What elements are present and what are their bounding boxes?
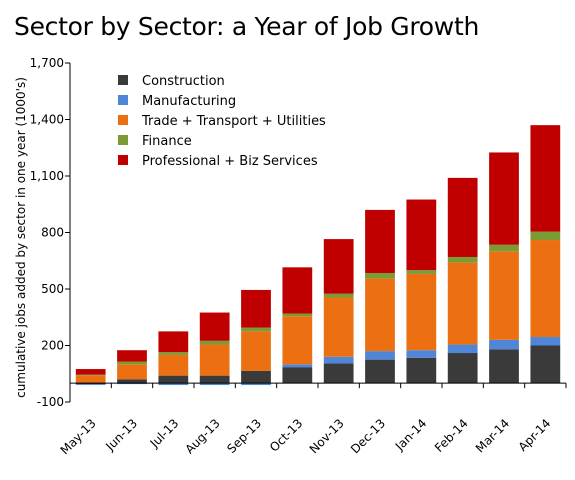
bar-segment — [241, 383, 271, 386]
bar-segment — [489, 244, 519, 252]
bar-segment — [489, 349, 519, 384]
bar-segment — [241, 331, 271, 371]
x-tick-label: Jul-13 — [147, 416, 182, 451]
bar-segment — [323, 297, 354, 357]
bar-segment — [241, 370, 271, 384]
bar-segment — [117, 361, 147, 365]
y-tick-label: 1,700 — [30, 56, 64, 70]
x-tick-label: Sep-13 — [224, 416, 264, 456]
x-tick-label: Apr-14 — [516, 416, 554, 454]
bar-segment — [406, 357, 437, 384]
legend-swatch — [118, 155, 128, 165]
x-tick-label: May-13 — [58, 416, 99, 457]
bar-segment — [530, 337, 561, 346]
bar-segment — [75, 369, 106, 375]
bar-segment — [447, 256, 478, 263]
bar-segment — [365, 359, 395, 384]
bar-segment — [323, 293, 354, 298]
bar-segment — [406, 199, 437, 271]
bar-segment — [447, 353, 478, 384]
legend-label: Finance — [142, 134, 192, 149]
bar-segment — [530, 231, 561, 241]
bar-segment — [117, 350, 147, 362]
bar-segment — [447, 344, 478, 354]
x-tick-label: Nov-13 — [307, 416, 347, 456]
legend-label: Construction — [142, 74, 225, 89]
legend-label: Manufacturing — [142, 94, 236, 109]
x-tick-label: Feb-14 — [432, 416, 471, 455]
bar-segment — [158, 354, 189, 376]
bar-segment — [530, 125, 561, 232]
bar-segment — [365, 272, 395, 279]
legend-label: Trade + Transport + Utilities — [141, 114, 326, 129]
legend-swatch — [118, 135, 128, 145]
bar-segment — [282, 316, 313, 365]
bar-segment — [489, 251, 519, 340]
bar-segment — [530, 345, 561, 384]
y-tick-label: -100 — [37, 395, 64, 409]
bar-segment — [365, 209, 395, 273]
bar-segment — [282, 367, 313, 384]
bar-segment — [75, 374, 106, 376]
legend-swatch — [118, 75, 128, 85]
legend-swatch — [118, 95, 128, 105]
y-axis-title: cumulative jobs added by sector in one y… — [14, 77, 28, 398]
bar-segment — [199, 375, 230, 384]
legend-label: Professional + Biz Services — [142, 154, 318, 169]
bar-segment — [282, 364, 313, 368]
y-tick-label: 1,400 — [30, 113, 64, 127]
bar-segment — [447, 262, 478, 345]
bar-segment — [530, 240, 561, 338]
bar-segment — [323, 356, 354, 364]
x-tick-label: Dec-13 — [348, 416, 388, 456]
bar-segment — [199, 344, 230, 376]
bar-segment — [158, 352, 189, 355]
bar-segment — [75, 384, 106, 386]
bar-segment — [406, 350, 437, 358]
y-tick-label: 500 — [41, 282, 64, 296]
bar-segment — [447, 177, 478, 257]
bar-segment — [158, 383, 189, 386]
bar-segment — [365, 351, 395, 360]
bar-segment — [489, 339, 519, 350]
bar-segment — [323, 363, 354, 384]
y-tick-label: 800 — [41, 226, 64, 240]
x-tick-label: Jan-14 — [392, 416, 430, 454]
bar-segment — [241, 289, 271, 328]
bar-segment — [199, 340, 230, 345]
x-tick-label: Jun-13 — [102, 416, 140, 454]
bar-segment — [406, 273, 437, 351]
y-tick-label: 1,100 — [30, 169, 64, 183]
bar-segment — [282, 267, 313, 314]
legend: Construction Manufacturing Trade + Transpo… — [118, 74, 326, 169]
bar-segment — [158, 375, 189, 384]
x-tick-label: Aug-13 — [182, 416, 222, 456]
bar-segment — [323, 239, 354, 294]
bar-segment — [158, 331, 189, 353]
legend-swatch — [118, 115, 128, 125]
bar-segment — [199, 383, 230, 386]
x-tick-label: Mar-14 — [473, 416, 512, 455]
bar-segment — [365, 278, 395, 352]
bar-segment — [406, 270, 437, 274]
bar-segment — [117, 364, 147, 380]
bar-segment — [117, 379, 147, 384]
bar-segment — [489, 152, 519, 245]
bar-segment — [75, 375, 106, 384]
bars-group — [75, 125, 561, 386]
bar-segment — [282, 313, 313, 317]
x-tick-label: Oct-13 — [267, 416, 305, 454]
y-tick-label: 200 — [41, 339, 64, 353]
chart-title: Sector by Sector: a Year of Job Growth — [14, 12, 479, 41]
bar-segment — [241, 327, 271, 332]
bar-segment — [199, 312, 230, 341]
